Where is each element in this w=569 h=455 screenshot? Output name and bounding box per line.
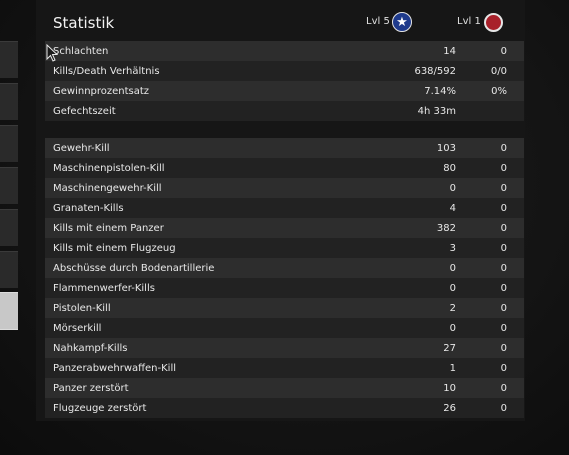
stat-label: Pistolen-Kill <box>53 302 111 314</box>
kill-stat-row: Panzer zerstört 10 0 <box>45 378 524 398</box>
stat-value-left: 0 <box>449 322 456 334</box>
player-left-level: Lvl 5 <box>366 16 390 27</box>
stat-value-left: 7.14% <box>424 85 456 97</box>
kill-stat-row: Flugzeuge zerstört 26 0 <box>45 398 524 418</box>
kill-stat-row: Gewehr-Kill 103 0 <box>45 138 524 158</box>
stat-label: Flugzeuge zerstört <box>53 402 147 414</box>
kill-stat-row: Kills mit einem Panzer 382 0 <box>45 218 524 238</box>
stat-value-right: 0 <box>500 45 507 57</box>
stat-value-left: 14 <box>443 45 456 57</box>
stat-value-left: 0 <box>449 182 456 194</box>
stat-value-right: 0 <box>500 402 507 414</box>
kill-stat-row: Nahkampf-Kills 27 0 <box>45 338 524 358</box>
stat-value-right: 0 <box>500 342 507 354</box>
stat-value-right: 0/0 <box>490 65 507 77</box>
stat-value-left: 10 <box>443 382 456 394</box>
side-tab-1[interactable] <box>0 41 18 79</box>
stat-value-right: 0 <box>500 322 507 334</box>
summary-stat-row: Kills/Death Verhältnis 638/592 0/0 <box>45 61 524 81</box>
kill-stat-row: Maschinenpistolen-Kill 80 0 <box>45 158 524 178</box>
stat-value-left: 0 <box>449 262 456 274</box>
stat-value-right: 0 <box>500 302 507 314</box>
page-title: Statistik <box>53 14 115 32</box>
mouse-cursor-icon <box>46 44 58 62</box>
kill-stats-table: Gewehr-Kill 103 0 Maschinenpistolen-Kill 80 0… <box>45 138 524 418</box>
stat-value-left: 0 <box>449 282 456 294</box>
stat-value-right: 0 <box>500 362 507 374</box>
kill-stat-row: Mörserkill 0 0 <box>45 318 524 338</box>
stat-value-right: 0 <box>500 262 507 274</box>
stat-label: Mörserkill <box>53 322 102 334</box>
kill-stat-row: Kills mit einem Flugzeug 3 0 <box>45 238 524 258</box>
stat-value-left: 80 <box>443 162 456 174</box>
stat-value-left: 382 <box>436 222 456 234</box>
stat-value-left: 27 <box>443 342 456 354</box>
kill-stat-row: Granaten-Kills 4 0 <box>45 198 524 218</box>
stat-value-right: 0 <box>500 162 507 174</box>
stat-value-left: 4 <box>449 202 456 214</box>
stat-value-left: 26 <box>443 402 456 414</box>
stat-label: Nahkampf-Kills <box>53 342 128 354</box>
red-circle-icon <box>484 13 503 32</box>
summary-stat-row: Schlachten 14 0 <box>45 41 524 61</box>
side-tab-5[interactable] <box>0 209 18 247</box>
stat-label: Flammenwerfer-Kills <box>53 282 155 294</box>
stat-value-left: 3 <box>449 242 456 254</box>
side-tab-3[interactable] <box>0 125 18 163</box>
stat-value-left: 2 <box>449 302 456 314</box>
kill-stat-row: Flammenwerfer-Kills 0 0 <box>45 278 524 298</box>
stat-label: Maschinengewehr-Kill <box>53 182 162 194</box>
stat-value-right: 0 <box>500 382 507 394</box>
stat-value-left: 103 <box>436 142 456 154</box>
kill-stat-row: Maschinengewehr-Kill 0 0 <box>45 178 524 198</box>
stat-label: Panzerabwehrwaffen-Kill <box>53 362 177 374</box>
stat-value-left: 4h 33m <box>417 105 456 117</box>
side-tab-2[interactable] <box>0 83 18 121</box>
side-tab-6[interactable] <box>0 251 18 289</box>
stat-label: Gewehr-Kill <box>53 142 110 154</box>
kill-stat-row: Abschüsse durch Bodenartillerie 0 0 <box>45 258 524 278</box>
stat-label: Granaten-Kills <box>53 202 124 214</box>
stat-label: Kills mit einem Flugzeug <box>53 242 176 254</box>
stat-label: Gefechtszeit <box>53 105 116 117</box>
stat-label: Schlachten <box>53 45 109 57</box>
stat-label: Abschüsse durch Bodenartillerie <box>53 262 215 274</box>
stat-value-right: 0 <box>500 202 507 214</box>
stat-value-right: 0% <box>491 85 507 97</box>
summary-stats-table: Schlachten 14 0 Kills/Death Verhältnis 638/5… <box>45 41 524 121</box>
stat-value-left: 638/592 <box>414 65 456 77</box>
stat-value-right: 0 <box>500 242 507 254</box>
stat-label: Panzer zerstört <box>53 382 129 394</box>
stat-value-right: 0 <box>500 282 507 294</box>
summary-stat-row: Gewinnprozentsatz 7.14% 0% <box>45 81 524 101</box>
kill-stat-row: Panzerabwehrwaffen-Kill 1 0 <box>45 358 524 378</box>
stat-value-right: 0 <box>500 182 507 194</box>
stat-value-right: 0 <box>500 142 507 154</box>
kill-stat-row: Pistolen-Kill 2 0 <box>45 298 524 318</box>
stat-value-left: 1 <box>449 362 456 374</box>
stat-label: Kills/Death Verhältnis <box>53 65 160 77</box>
stat-label: Maschinenpistolen-Kill <box>53 162 165 174</box>
stat-label: Kills mit einem Panzer <box>53 222 164 234</box>
stat-value-right: 0 <box>500 222 507 234</box>
player-right-level: Lvl 1 <box>457 16 481 27</box>
summary-stat-row: Gefechtszeit 4h 33m <box>45 101 524 121</box>
side-tab-statistics-active[interactable] <box>0 292 18 330</box>
star-icon: ★ <box>392 12 412 32</box>
stat-label: Gewinnprozentsatz <box>53 85 150 97</box>
side-tab-4[interactable] <box>0 167 18 205</box>
